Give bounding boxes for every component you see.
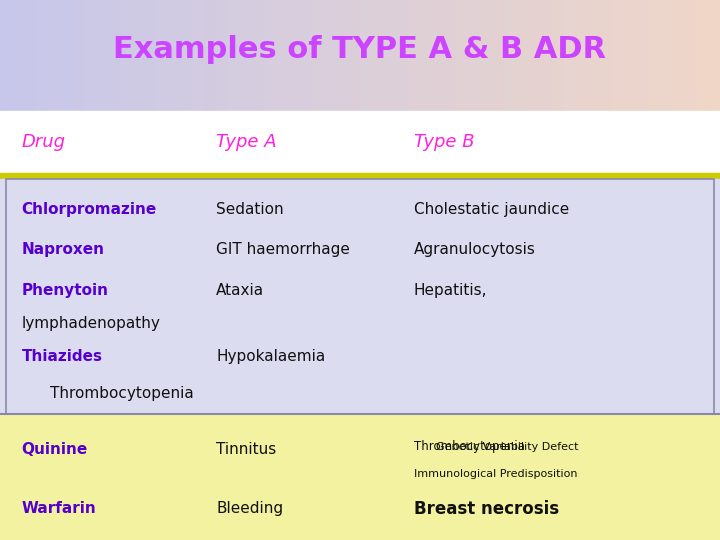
Bar — [120, 0, 132, 111]
Text: Quinine: Quinine — [22, 442, 88, 457]
Bar — [504, 0, 516, 111]
Bar — [576, 0, 588, 111]
Bar — [240, 0, 252, 111]
Text: Examples of TYPE A & B ADR: Examples of TYPE A & B ADR — [114, 35, 606, 64]
Bar — [204, 0, 216, 111]
Bar — [312, 0, 324, 111]
Bar — [372, 0, 384, 111]
Bar — [36, 0, 48, 111]
Text: Chlorpromazine: Chlorpromazine — [22, 202, 157, 217]
Text: GIT haemorrhage: GIT haemorrhage — [216, 242, 350, 257]
Text: Sedation: Sedation — [216, 202, 284, 217]
Bar — [552, 0, 564, 111]
Text: Cholestatic jaundice: Cholestatic jaundice — [414, 202, 570, 217]
Bar — [612, 0, 624, 111]
Text: Genetic Variability Defect: Genetic Variability Defect — [436, 442, 578, 451]
Bar — [336, 0, 348, 111]
Bar — [540, 0, 552, 111]
Bar — [600, 0, 612, 111]
Bar — [684, 0, 696, 111]
Text: Type A: Type A — [216, 133, 276, 151]
Bar — [144, 0, 156, 111]
Bar — [408, 0, 420, 111]
Bar — [132, 0, 144, 111]
Bar — [12, 0, 24, 111]
Bar — [456, 0, 468, 111]
Bar — [48, 0, 60, 111]
Bar — [60, 0, 72, 111]
Bar — [180, 0, 192, 111]
Bar — [384, 0, 396, 111]
Bar — [468, 0, 480, 111]
Bar — [72, 0, 84, 111]
Text: Thiazides: Thiazides — [22, 349, 102, 364]
Text: Hypokalaemia: Hypokalaemia — [216, 349, 325, 364]
Bar — [396, 0, 408, 111]
Bar — [264, 0, 276, 111]
Bar — [348, 0, 360, 111]
Bar — [252, 0, 264, 111]
Bar — [24, 0, 36, 111]
Bar — [420, 0, 432, 111]
Text: Ataxia: Ataxia — [216, 284, 264, 299]
Bar — [0, 111, 720, 173]
Bar — [672, 0, 684, 111]
Bar — [432, 0, 444, 111]
Bar — [6, 179, 714, 414]
Bar — [0, 414, 720, 540]
Bar — [276, 0, 288, 111]
Bar — [696, 0, 708, 111]
Bar — [660, 0, 672, 111]
Bar — [288, 0, 300, 111]
Text: Thrombocytopenia: Thrombocytopenia — [50, 386, 194, 401]
Bar — [588, 0, 600, 111]
Bar — [636, 0, 648, 111]
Text: Phenytoin: Phenytoin — [22, 284, 109, 299]
Bar — [168, 0, 180, 111]
Bar — [96, 0, 108, 111]
Text: Hepatitis,: Hepatitis, — [414, 284, 487, 299]
Bar — [360, 0, 372, 111]
Text: Drug: Drug — [22, 133, 66, 151]
Bar — [108, 0, 120, 111]
Bar — [156, 0, 168, 111]
Bar — [0, 0, 12, 111]
Bar — [648, 0, 660, 111]
Bar — [444, 0, 456, 111]
Bar — [708, 0, 720, 111]
Bar — [84, 0, 96, 111]
Text: Tinnitus: Tinnitus — [216, 442, 276, 457]
Bar — [192, 0, 204, 111]
Text: Immunological Predisposition: Immunological Predisposition — [414, 469, 577, 478]
Bar — [216, 0, 228, 111]
Text: Bleeding: Bleeding — [216, 501, 283, 516]
Text: Warfarin: Warfarin — [22, 501, 96, 516]
Bar — [516, 0, 528, 111]
Bar — [0, 173, 720, 179]
Text: Naproxen: Naproxen — [22, 242, 104, 257]
Bar — [480, 0, 492, 111]
Bar — [300, 0, 312, 111]
Bar — [492, 0, 504, 111]
Bar — [528, 0, 540, 111]
Text: Thrombocytopenia: Thrombocytopenia — [414, 440, 525, 453]
Bar — [624, 0, 636, 111]
Text: lymphadenopathy: lymphadenopathy — [22, 316, 161, 331]
Bar — [228, 0, 240, 111]
Text: Agranulocytosis: Agranulocytosis — [414, 242, 536, 257]
Text: Breast necrosis: Breast necrosis — [414, 500, 559, 517]
Bar — [0, 179, 720, 414]
Bar — [564, 0, 576, 111]
Text: Type B: Type B — [414, 133, 474, 151]
Bar — [324, 0, 336, 111]
